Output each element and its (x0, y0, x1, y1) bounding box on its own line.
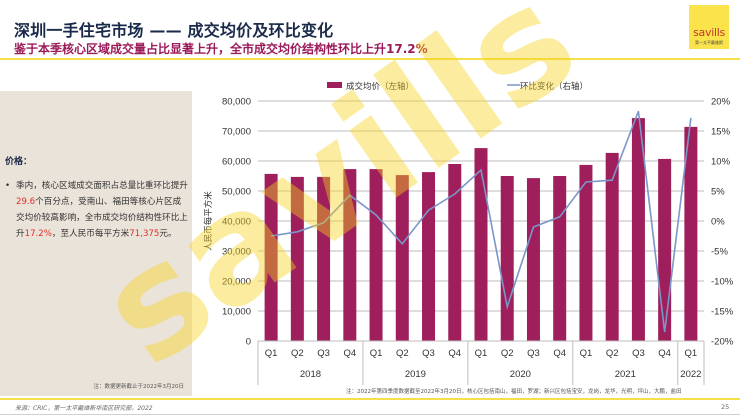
bar (658, 158, 672, 341)
bar (631, 118, 645, 341)
y-tick-label: 50,000 (222, 187, 251, 198)
x-tick-label: Q1 (580, 348, 593, 359)
x-tick-label: Q1 (685, 348, 698, 359)
x-tick-label: Q4 (658, 348, 671, 359)
logo-tagline: 第一太平戴维斯 (695, 40, 723, 45)
commentary-fragment: 季内，核心区域成交面积占总量比重环比提升 (16, 181, 188, 191)
bar (500, 176, 514, 341)
highlight-value: 17.2% (24, 229, 52, 239)
highlight-value: 71,375 (129, 229, 160, 239)
left-axis-ticks: 0 10,000 20,000 30,000 40,000 50,000 60,000 70,… (222, 97, 251, 348)
x-tick-label: Q1 (370, 348, 383, 359)
y-tick-label: 60,000 (222, 157, 251, 168)
bar (605, 152, 619, 341)
x-group-label: 2022 (680, 369, 701, 380)
x-tick-label: Q3 (527, 348, 540, 359)
commentary-panel: 价格： • 季内，核心区域成交面积占总量比重环比提升 29.6个百分点，受南山、福… (0, 91, 192, 396)
x-group-label: 2019 (405, 369, 426, 380)
y2-tick-label: 10% (711, 157, 731, 168)
savills-logo: savills 第一太平戴维斯 (689, 5, 729, 49)
x-tick-label: Q3 (422, 348, 435, 359)
page-subtitle: 鉴于本季核心区域成交量占比显著上升，全市成交均价结构性环比上升17.2% (14, 42, 428, 56)
y-axis-label: 人民币每平方米 (203, 191, 214, 251)
legend-line-label: 环比变化（右轴） (520, 81, 588, 92)
y-tick-label: 0 (246, 337, 251, 348)
x-group-label: 2021 (615, 369, 636, 380)
y2-tick-label: -15% (711, 307, 734, 318)
x-tick-label: Q2 (501, 348, 514, 359)
bar (474, 148, 488, 341)
bar (579, 164, 593, 341)
x-tick-label: Q4 (448, 348, 461, 359)
commentary-fragment: ，至人民币每平方米 (51, 229, 130, 239)
bullet-marker: • (5, 181, 11, 191)
data-cutoff-note: 注：数据更新截止于2022年3月20日 (93, 384, 185, 390)
bar (290, 176, 304, 341)
y2-tick-label: -5% (711, 247, 728, 258)
chart-footnote: 注：2022年第四季度数据截至2022年3月20日，核心区包括南山，福田，罗湖；… (346, 389, 682, 395)
y2-tick-label: 0% (711, 217, 725, 228)
right-axis-ticks: -20% -15% -10% -5% 0% 5% 10% 15% 20% (711, 97, 734, 348)
bar (317, 176, 331, 341)
y-tick-label: 40,000 (222, 217, 251, 228)
bar (448, 164, 462, 341)
x-axis: Q1 Q2 Q3 Q4 Q1 Q2 Q3 Q4 Q1 Q2 Q3 Q4 Q1 Q2 Q3 Q4 Q1 2018 20… (257, 340, 705, 385)
highlight-value: 29.6 (16, 197, 36, 207)
y2-tick-label: 5% (711, 187, 725, 198)
header-divider (0, 58, 740, 60)
bar (343, 169, 357, 341)
x-tick-label: Q2 (396, 348, 409, 359)
x-group-label: 2018 (300, 369, 321, 380)
bar-series (264, 118, 698, 341)
commentary-fragment: 元。 (159, 229, 177, 239)
footer-divider (0, 398, 740, 400)
y-tick-label: 70,000 (222, 127, 251, 138)
commentary-heading: 价格： (5, 157, 33, 167)
chart-legend: 成交均价（左轴） 环比变化（右轴） (327, 81, 588, 92)
y-tick-label: 20,000 (222, 277, 251, 288)
source-note: 来源：CRIC，第一太平戴维斯华南区研究部，2022 (15, 405, 153, 412)
y-tick-label: 10,000 (222, 307, 251, 318)
bar (369, 169, 383, 341)
x-tick-label: Q2 (606, 348, 619, 359)
y2-tick-label: -10% (711, 277, 734, 288)
x-tick-label: Q1 (475, 348, 488, 359)
logo-brand: savills (693, 26, 725, 39)
x-tick-label: Q2 (291, 348, 304, 359)
bar (526, 178, 540, 341)
y-tick-label: 30,000 (222, 247, 251, 258)
page-number: 25 (721, 403, 730, 411)
legend-bar-label: 成交均价（左轴） (346, 81, 414, 92)
x-tick-label: Q4 (343, 348, 356, 359)
commentary-body: • 季内，核心区域成交面积占总量比重环比提升 29.6个百分点，受南山、福田等核心… (5, 178, 188, 242)
footer-bottom-line (0, 414, 740, 415)
page-title: 深圳一手住宅市场 —— 成交均价及环比变化 (14, 21, 334, 40)
commentary-fragment: 个百分点，受南山、福田等核心片区成交均价较高影响，全市成交均价结构性环比上升 (16, 197, 188, 239)
x-group-label: 2020 (510, 369, 531, 380)
y2-tick-label: 15% (711, 127, 731, 138)
bar (684, 126, 698, 341)
bar (553, 176, 567, 341)
x-tick-label: Q3 (317, 348, 330, 359)
y2-tick-label: 20% (711, 97, 731, 108)
bar (395, 175, 409, 341)
legend-bar-swatch (327, 82, 342, 88)
line-series (270, 110, 692, 333)
commentary-text: 季内，核心区域成交面积占总量比重环比提升 29.6个百分点，受南山、福田等核心片区… (8, 178, 188, 242)
x-tick-label: Q3 (632, 348, 645, 359)
x-tick-label: Q1 (265, 348, 278, 359)
y-tick-label: 80,000 (222, 97, 251, 108)
bar (264, 173, 278, 341)
y2-tick-label: -20% (711, 337, 734, 348)
bar (422, 172, 436, 341)
x-tick-label: Q4 (553, 348, 566, 359)
